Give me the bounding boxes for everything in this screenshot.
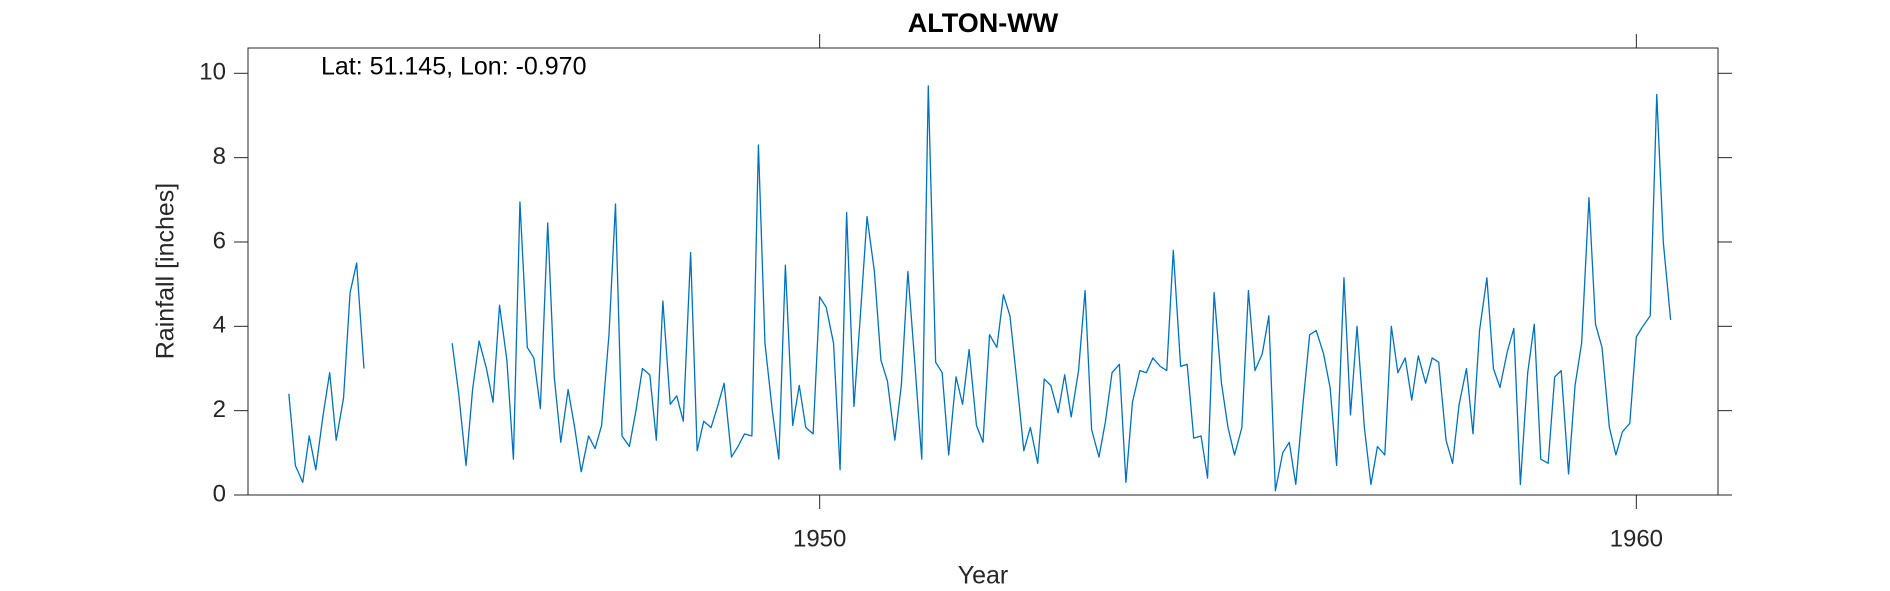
y-tick-label: 2	[213, 396, 226, 423]
data-line	[288, 85, 1672, 492]
y-tick-label: 10	[199, 59, 226, 86]
y-tick-label: 6	[213, 227, 226, 254]
x-tick-label: 1960	[1610, 525, 1663, 552]
x-tick-label: 1950	[793, 525, 846, 552]
chart-title: ALTON-WW	[908, 8, 1059, 38]
y-tick-label: 0	[213, 480, 226, 507]
y-tick-label: 4	[213, 312, 226, 339]
annotation: Lat: 51.145, Lon: -0.970	[321, 53, 587, 81]
x-axis-label: Year	[958, 562, 1009, 590]
plot-frame	[247, 47, 1719, 496]
y-tick-label: 8	[213, 143, 226, 170]
y-axis-label: Rainfall [inches]	[152, 183, 180, 359]
